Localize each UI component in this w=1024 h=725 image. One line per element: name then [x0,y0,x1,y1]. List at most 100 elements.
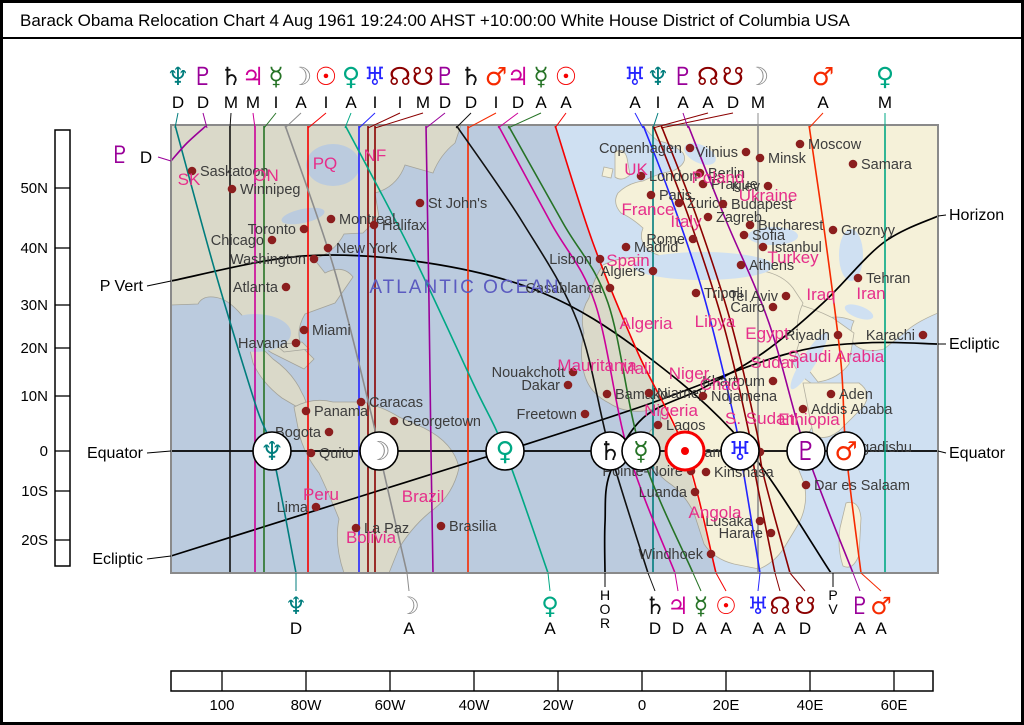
city-dot-prague [698,179,708,189]
city-dot-panama [301,406,311,416]
region-label-pq: PQ [313,154,338,173]
top-angle-letter: D [197,93,209,112]
city-label: Georgetown [402,414,481,430]
longitude-label: 80W [291,697,323,714]
city-label: Lima [277,500,309,516]
city-dot-riyadh [833,330,843,340]
region-label-nf: NF [364,146,387,165]
city-label: Tripoli [704,286,743,302]
nnode-glyph: ☊ [769,592,790,620]
corner-connector [157,156,172,162]
city-dot-freetown [580,409,590,419]
left-label-equator: Equator [87,445,144,462]
city-label: Winnipeg [240,182,300,198]
neptune-glyph: ♆ [647,62,669,91]
bottom-angle-letter: A [774,619,786,638]
region-label-egypt: Egypt [745,324,789,343]
equator-circle-uranus [720,431,760,471]
line-nnode-A [652,124,776,574]
city-dot-casablanca [605,283,615,293]
region-label-chad: Chad [700,375,741,394]
city-dot-istanbul [758,242,768,252]
top-connector [554,112,567,129]
longitude-label: 60W [375,697,407,714]
bottom-angle-letter: A [752,619,764,638]
top-connector [455,112,472,129]
line-snode-D [660,124,791,574]
city-dot-caracas [356,397,366,407]
top-connector [425,112,446,129]
city-label: Budapest [731,197,792,213]
mercury-glyph: ☿ [268,62,283,91]
city-label: Halifax [382,218,427,234]
city-dot-washington [309,254,319,264]
top-angle-letter: A [702,93,714,112]
mars-glyph: ♂ [834,437,857,467]
region-label-peru: Peru [303,485,339,504]
planetary-lines [170,124,886,574]
city-label: Freetown [517,407,577,423]
city-dot-samara [848,159,858,169]
bottom-connector [852,572,861,592]
nnode-glyph: ☊ [389,62,411,91]
right-label-equator: Equator [949,445,1006,462]
region-label-saudi-arabia: Saudi Arabia [788,347,885,366]
region-label-uk: UK [624,160,648,179]
top-connector [284,112,302,129]
city-dot-athens [736,260,746,270]
city-label: Panama [314,404,369,420]
city-dot-sofia [739,230,749,240]
jupiter-glyph: ♃ [507,62,529,91]
bottom-connector [715,572,727,592]
city-dot-miami [299,325,309,335]
region-label-niger: Niger [669,364,710,383]
bottom-angle-letter: D [799,619,811,638]
bottom-connector [692,572,702,592]
city-dot-copenhagen [685,143,695,153]
line-ecliptic [170,341,939,557]
longitude-label: 0 [638,697,646,714]
black-sea [748,227,798,245]
side-labels: Equator Equator Ecliptic Ecliptic Horizon P V… [87,141,1006,568]
region-label-on: ON [253,166,279,185]
top-connector [202,112,208,129]
moon-glyph: ☽ [290,62,312,91]
city-label: Tel Aviv [729,289,779,305]
top-angle-letter: M [246,93,260,112]
bottom-connector [547,572,551,592]
region-label-iraq: Iraq [806,285,835,304]
city-label: Athens [749,258,794,274]
city-dot-montreal [326,214,336,224]
city-dot-new-york [323,243,333,253]
latitude-label: 0 [40,443,48,460]
bottom-angle-letter: D [672,619,684,638]
mars-glyph: ♂ [870,592,892,620]
top-angle-letter: I [494,93,499,112]
top-angle-letter: I [373,93,378,112]
uranus-glyph: ♅ [624,62,646,91]
pluto-glyph: ♇ [434,62,456,91]
left-label-p-vert: P Vert [100,278,144,295]
city-label: Paris [659,188,692,204]
region-label-iran: Iran [856,284,885,303]
city-dot-lisbon [595,254,605,264]
city-label: Quito [319,446,354,462]
city-label: Casablanca [525,281,603,297]
city-label: Niamey [657,386,707,402]
jupiter-glyph: ♃ [242,62,264,91]
city-dot-tehran [853,273,863,283]
right-label-connector [937,214,947,217]
equator-circle-moon [359,431,399,471]
top-connector [467,112,497,129]
city-label: Prague [711,177,758,193]
top-angle-letter: M [416,93,430,112]
region-label-ukraine: Ukraine [739,186,798,205]
bottom-connector [406,572,410,592]
region-label-ethiopia: Ethiopia [778,410,840,429]
city-dot-saskatoon [187,166,197,176]
city-dot-paris [646,190,656,200]
city-label: Tehran [866,271,910,287]
city-label: Madrid [634,240,678,256]
equator-circle-mercury [621,431,661,471]
line-venus-A [344,124,549,574]
